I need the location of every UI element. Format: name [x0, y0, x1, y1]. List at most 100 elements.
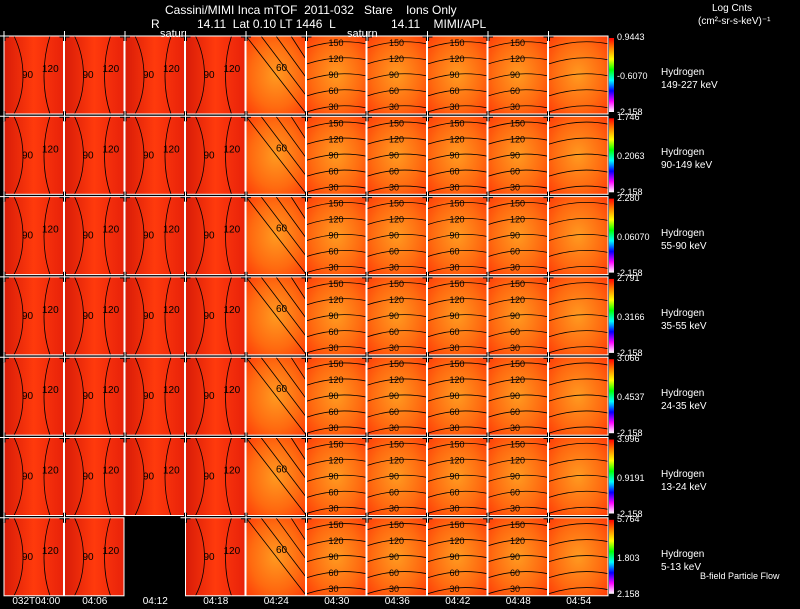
row-energy: 55-90 keV — [661, 240, 707, 252]
contour-label: 90 — [22, 552, 34, 563]
contour-label: 120 — [42, 305, 59, 316]
contour-label: 120 — [163, 225, 180, 236]
contour-label: 90 — [510, 552, 520, 562]
contour-label: 120 — [224, 64, 241, 75]
contour-label: 120 — [329, 134, 344, 144]
saturn-marker-2: saturn — [347, 28, 378, 40]
contour-label: 120 — [450, 54, 465, 64]
heatmap-cell-r3-c9 — [543, 271, 610, 356]
contour-label: 120 — [510, 295, 525, 305]
row-label: Hydrogen 35-55 keV — [661, 307, 707, 333]
row-species: Hydrogen — [661, 307, 705, 319]
contour-label: 150 — [389, 199, 404, 209]
contour-label: 90 — [22, 311, 34, 322]
heatmap-cell-r1-c0: 90 120 — [0, 111, 64, 195]
contour-label: 150 — [389, 359, 404, 369]
contour-label: 120 — [224, 546, 241, 557]
contour-label: 120 — [510, 54, 525, 64]
contour-label: 60 — [389, 247, 399, 257]
heatmap-cell-r3-c1: 90 120 — [59, 271, 125, 356]
heatmap-cell-r1-c7: 150 120 90 60 30 — [422, 111, 489, 195]
contour-label: 90 — [389, 311, 399, 321]
colorbar-label: 0.06070 — [617, 231, 650, 242]
heatmap-cell-r1-c4: 60 — [241, 111, 307, 195]
contour-label: 90 — [143, 311, 155, 322]
contour-label: 90 — [389, 150, 399, 160]
contour-label: 30 — [510, 263, 520, 273]
contour-label: 90 — [329, 70, 339, 80]
colorbar-1 — [609, 118, 614, 193]
contour-label: 150 — [450, 118, 465, 128]
heatmap-cell-r5-c0: 90 120 — [0, 432, 64, 516]
row-label: Hydrogen 24-35 keV — [661, 387, 707, 413]
contour-label: 120 — [224, 385, 241, 396]
contour-label: 120 — [510, 215, 525, 225]
contour-label: 120 — [389, 134, 404, 144]
contour-label: 120 — [329, 375, 344, 385]
contour-label: 30 — [450, 504, 460, 514]
contour-label: 120 — [329, 536, 344, 546]
x-tick-label: 04:48 — [505, 596, 531, 607]
contour-label: 30 — [329, 423, 339, 433]
contour-label: 120 — [103, 546, 120, 557]
heatmap-cell-r6-c3: 90 120 — [180, 512, 246, 597]
subtitle-r: R — [151, 17, 160, 31]
contour-label: 60 — [510, 247, 520, 257]
contour-label: 120 — [450, 215, 465, 225]
contour-label: 60 — [510, 86, 520, 96]
colorbar-label: -2.158 — [617, 347, 643, 358]
contour-label: 90 — [143, 472, 155, 483]
contour-label: 90 — [510, 391, 520, 401]
contour-label: 150 — [389, 440, 404, 450]
contour-label: 60 — [276, 143, 288, 154]
contour-label: 120 — [163, 385, 180, 396]
row-label: Hydrogen 13-24 keV — [661, 468, 707, 494]
contour-label: 90 — [389, 552, 399, 562]
contour-label: 120 — [42, 466, 59, 477]
contour-label: 120 — [450, 295, 465, 305]
x-tick-label: 04:36 — [384, 596, 410, 607]
contour-label: 150 — [329, 359, 344, 369]
contour-label: 60 — [329, 86, 339, 96]
contour-label: 90 — [510, 231, 520, 241]
colorbar-label: 3.066 — [617, 353, 640, 364]
contour-label: 120 — [163, 64, 180, 75]
contour-label: 90 — [389, 231, 399, 241]
heatmap-cell-r1-c1: 90 120 — [59, 111, 125, 195]
contour-label: 60 — [450, 488, 460, 498]
contour-label: 30 — [510, 504, 520, 514]
colorbar-6 — [609, 519, 614, 594]
heatmap-cell-r5-c2: 90 120 — [120, 432, 185, 516]
contour-label: 60 — [276, 63, 288, 74]
contour-label: 120 — [42, 546, 59, 557]
contour-label: 30 — [450, 423, 460, 433]
contour-label: 90 — [143, 150, 155, 161]
contour-label: 30 — [510, 343, 520, 353]
heatmap-cell-r4-c6: 150 120 90 60 30 — [362, 352, 428, 436]
contour-label: 120 — [389, 536, 404, 546]
contour-label: 30 — [450, 102, 460, 112]
heatmap-cell-r6-c2 — [125, 517, 185, 596]
contour-label: 60 — [450, 327, 460, 337]
x-tick-label: 04:54 — [566, 596, 592, 607]
heatmap-cell-r4-c1: 90 120 — [59, 352, 125, 436]
contour-label: 60 — [329, 568, 339, 578]
contour-label: 30 — [389, 423, 399, 433]
heatmap-cell-r6-c4: 60 — [241, 512, 307, 597]
contour-label: 90 — [450, 231, 460, 241]
colorbar-label: 1.803 — [617, 552, 640, 563]
contour-label: 120 — [103, 225, 120, 236]
contour-label: 120 — [510, 456, 525, 466]
contour-label: 60 — [329, 247, 339, 257]
contour-label: 60 — [389, 568, 399, 578]
contour-label: 150 — [510, 279, 525, 289]
contour-label: 120 — [42, 64, 59, 75]
contour-label: 30 — [329, 182, 339, 192]
contour-label: 90 — [83, 391, 95, 402]
colorbar-5 — [609, 439, 614, 514]
units-label-2: (cm²-sr-s-keV)⁻¹ — [698, 16, 771, 27]
contour-label: 30 — [329, 584, 339, 594]
heatmap-cell-r0-c0: 90 120 — [0, 31, 64, 115]
contour-label: 60 — [276, 224, 288, 235]
contour-label: 90 — [510, 150, 520, 160]
